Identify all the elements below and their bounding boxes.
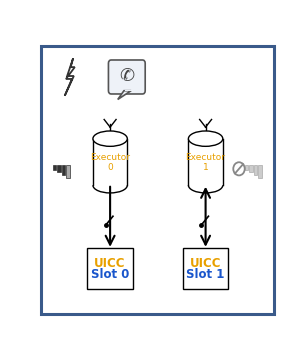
FancyBboxPatch shape [258, 165, 262, 178]
Polygon shape [118, 91, 131, 99]
Ellipse shape [93, 131, 127, 146]
Text: 1: 1 [203, 163, 209, 173]
FancyBboxPatch shape [108, 60, 145, 94]
Text: Executor: Executor [90, 153, 130, 162]
FancyBboxPatch shape [93, 139, 127, 185]
Text: Executor: Executor [186, 153, 225, 162]
FancyBboxPatch shape [62, 165, 65, 175]
FancyBboxPatch shape [183, 248, 228, 289]
Text: Slot 0: Slot 0 [91, 268, 129, 281]
FancyBboxPatch shape [53, 165, 56, 170]
FancyBboxPatch shape [188, 139, 223, 185]
FancyBboxPatch shape [125, 90, 134, 91]
FancyBboxPatch shape [66, 165, 70, 178]
Text: 0: 0 [107, 163, 113, 173]
Circle shape [233, 162, 245, 176]
Text: Slot 1: Slot 1 [186, 268, 225, 281]
FancyBboxPatch shape [245, 165, 248, 170]
FancyBboxPatch shape [249, 165, 253, 172]
Text: ✆: ✆ [120, 67, 135, 85]
FancyBboxPatch shape [87, 248, 133, 289]
Text: UICC: UICC [190, 257, 221, 269]
Text: UICC: UICC [94, 257, 126, 269]
Ellipse shape [188, 131, 223, 146]
FancyBboxPatch shape [254, 165, 257, 175]
FancyBboxPatch shape [57, 165, 61, 172]
